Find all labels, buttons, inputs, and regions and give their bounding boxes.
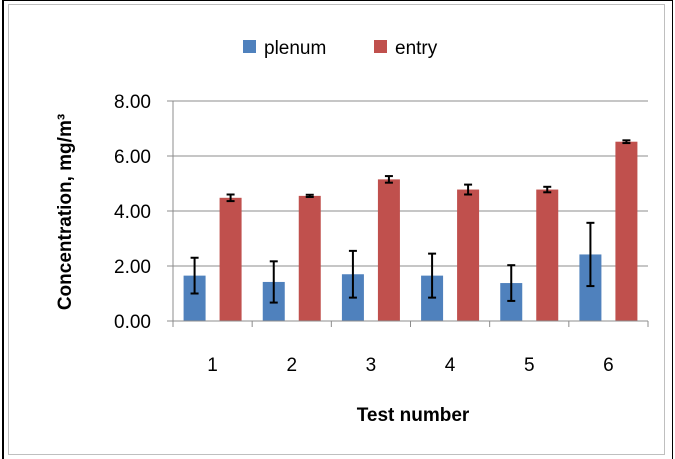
bar-plenum-6 xyxy=(579,254,602,321)
y-tick-label: 4.00 xyxy=(114,202,151,223)
x-tick-label: 2 xyxy=(286,355,297,376)
legend-label-plenum: plenum xyxy=(264,38,326,59)
error-bar-entry-6 xyxy=(622,139,631,145)
bar-plenum-1 xyxy=(183,275,206,321)
error-bar-plenum-1 xyxy=(190,256,199,295)
x-tick-label: 1 xyxy=(207,355,218,376)
bar-entry-4 xyxy=(457,189,480,321)
axes xyxy=(167,100,649,327)
y-tick-label: 2.00 xyxy=(114,257,151,278)
bar-entry-5 xyxy=(536,189,559,321)
error-bar-entry-1 xyxy=(226,193,235,203)
y-axis-label: Concentration, mg/m³ xyxy=(55,114,76,310)
bar-entry-6 xyxy=(615,141,638,321)
x-tick-labels: 1 2 3 4 5 6 xyxy=(207,355,613,376)
bar-plenum-5 xyxy=(500,283,523,321)
legend: plenum entry xyxy=(243,38,438,59)
y-tick-label: 8.00 xyxy=(114,92,151,113)
x-tick-label: 3 xyxy=(366,355,377,376)
x-tick-label: 5 xyxy=(524,355,535,376)
error-bar-plenum-2 xyxy=(269,260,278,304)
error-bar-plenum-6 xyxy=(586,221,595,288)
error-bar-plenum-4 xyxy=(428,252,437,299)
legend-swatch-entry xyxy=(374,40,387,53)
error-bar-plenum-3 xyxy=(348,249,357,299)
x-tick-label: 4 xyxy=(445,355,456,376)
error-bar-entry-3 xyxy=(384,175,393,184)
y-tick-label: 6.00 xyxy=(114,147,151,168)
error-bar-entry-2 xyxy=(305,193,314,198)
legend-label-entry: entry xyxy=(395,38,438,59)
bars xyxy=(183,141,638,321)
error-bar-entry-4 xyxy=(464,183,473,196)
gridlines xyxy=(173,100,648,267)
bar-entry-2 xyxy=(298,195,321,321)
error-bar-plenum-5 xyxy=(507,264,516,302)
y-tick-labels: 0.00 2.00 4.00 6.00 8.00 xyxy=(114,92,151,333)
error-bar-entry-5 xyxy=(543,185,552,194)
x-tick-label: 6 xyxy=(603,355,614,376)
y-tick-label: 0.00 xyxy=(114,312,151,333)
bar-entry-1 xyxy=(219,197,242,321)
error-bars xyxy=(190,139,631,304)
bar-entry-3 xyxy=(377,179,400,321)
x-axis-label: Test number xyxy=(357,405,470,426)
legend-swatch-plenum xyxy=(243,40,256,53)
